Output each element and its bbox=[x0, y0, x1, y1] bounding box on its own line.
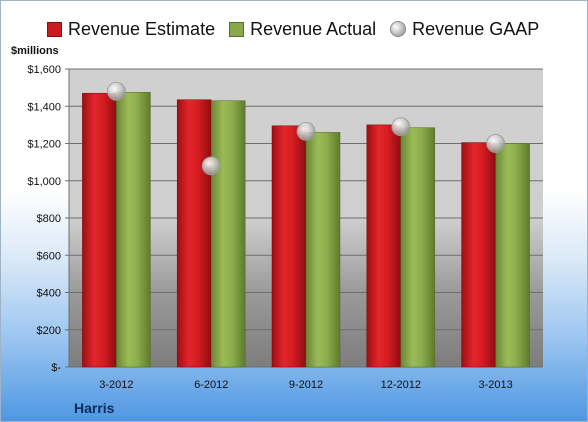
bar-revenue-actual bbox=[400, 127, 436, 368]
y-axis-unit-label: $millions bbox=[11, 45, 59, 57]
x-tick-label: 9-2012 bbox=[289, 379, 323, 391]
legend-item-estimate: Revenue Estimate bbox=[47, 19, 215, 40]
point-revenue-gaap bbox=[201, 156, 221, 176]
bar-revenue-estimate bbox=[461, 142, 496, 368]
legend-label-actual: Revenue Actual bbox=[250, 18, 377, 39]
legend-label-gaap: Revenue GAAP bbox=[412, 18, 540, 39]
x-tick-label: 3-2012 bbox=[99, 379, 133, 391]
y-tick-label: $400 bbox=[37, 288, 61, 300]
x-tick-label: 6-2012 bbox=[194, 379, 228, 391]
bar-revenue-actual bbox=[210, 100, 246, 368]
bar-revenue-estimate bbox=[366, 124, 402, 368]
point-revenue-gaap bbox=[107, 81, 126, 101]
y-tick-label: $1,600 bbox=[27, 64, 61, 76]
company-name: Harris bbox=[74, 400, 115, 416]
y-tick-label: $1,000 bbox=[27, 176, 61, 188]
legend: Revenue Estimate Revenue Actual Revenue … bbox=[47, 18, 553, 40]
bar-revenue-estimate bbox=[176, 99, 212, 368]
bar-revenue-actual bbox=[305, 132, 341, 368]
point-revenue-gaap bbox=[391, 117, 411, 137]
y-tick-label: $1,200 bbox=[27, 139, 61, 151]
y-tick-label: $- bbox=[51, 362, 61, 374]
legend-marker-gaap bbox=[390, 21, 407, 37]
legend-item-gaap: Revenue GAAP bbox=[390, 19, 539, 40]
point-revenue-gaap bbox=[486, 134, 506, 153]
y-tick-label: $200 bbox=[37, 325, 61, 337]
legend-swatch-estimate bbox=[47, 21, 62, 37]
x-tick-label: 3-2013 bbox=[478, 379, 512, 391]
bar-revenue-estimate bbox=[82, 92, 117, 368]
y-tick-label: $600 bbox=[37, 250, 61, 262]
bar-revenue-estimate bbox=[271, 125, 307, 368]
x-tick-label: 12-2012 bbox=[381, 379, 421, 391]
legend-label-estimate: Revenue Estimate bbox=[68, 18, 216, 39]
y-tick-label: $1,400 bbox=[27, 101, 61, 113]
bar-revenue-actual bbox=[495, 143, 530, 368]
legend-item-actual: Revenue Actual bbox=[229, 19, 376, 40]
bar-revenue-actual bbox=[116, 92, 151, 368]
legend-swatch-actual bbox=[229, 21, 245, 37]
y-tick-label: $800 bbox=[37, 213, 61, 225]
point-revenue-gaap bbox=[296, 121, 316, 141]
